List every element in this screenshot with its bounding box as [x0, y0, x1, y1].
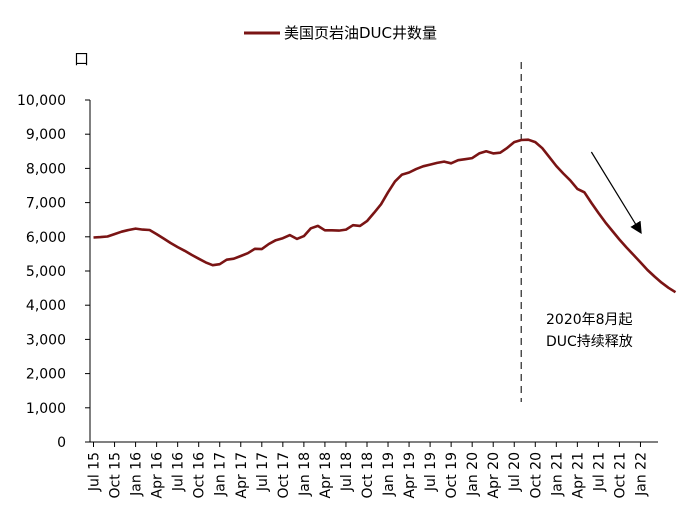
annotation-line-1: 2020年8月起	[546, 312, 633, 328]
x-tick-label: Jan 21	[549, 452, 565, 497]
x-tick-label: Jul 18	[339, 452, 355, 492]
x-tick-label: Jan 22	[633, 452, 649, 497]
trend-arrow	[590, 151, 642, 235]
y-tick-label: 5,000	[26, 264, 66, 280]
y-tick-label: 3,000	[26, 332, 66, 348]
x-tick-label: Apr 16	[150, 452, 166, 499]
annotation-line-2: DUC持续释放	[546, 333, 633, 350]
x-tick-label: Apr 19	[402, 452, 418, 498]
x-tick-label: Jan 16	[129, 452, 145, 497]
x-tick-label: Apr 17	[234, 452, 250, 498]
legend-label: 美国页岩油DUC井数量	[284, 24, 437, 42]
x-tick-label: Oct 19	[444, 452, 460, 498]
x-ticks: Jul 15 Oct 15 Jan 16 Apr 16 Jul 16 Oct 16 Jan …	[87, 442, 649, 499]
x-tick-label: Apr 20	[486, 452, 502, 498]
x-tick-label: Jul 21	[591, 452, 607, 492]
y-tick-label: 6,000	[26, 230, 66, 246]
x-tick-label: Jan 17	[213, 452, 229, 497]
x-tick-label: Jan 20	[465, 452, 481, 497]
series-line-duc-wells	[93, 138, 677, 294]
x-tick-label: Oct 18	[360, 452, 376, 498]
y-tick-label: 1,000	[26, 401, 66, 417]
series-layer	[93, 138, 677, 294]
y-tick-label: 8,000	[26, 161, 66, 177]
y-tick-label: 10,000	[17, 93, 66, 109]
x-tick-label: Jul 17	[255, 452, 271, 492]
y-unit-label: 口	[74, 50, 89, 68]
x-tick-label: Oct 16	[192, 452, 208, 499]
y-tick-label: 9,000	[26, 127, 66, 143]
y-tick-label: 7,000	[26, 196, 66, 212]
x-tick-label: Oct 21	[612, 452, 628, 498]
x-tick-label: Oct 17	[276, 452, 292, 498]
legend: 美国页岩油DUC井数量	[244, 24, 437, 42]
x-tick-label: Oct 15	[108, 452, 124, 498]
x-tick-label: Oct 20	[528, 452, 544, 498]
x-tick-label: Apr 18	[318, 452, 334, 498]
x-tick-label: Jul 15	[87, 452, 103, 492]
x-tick-label: Apr 21	[570, 452, 586, 498]
x-tick-label: Jul 20	[507, 452, 523, 492]
x-tick-label: Jan 18	[297, 452, 313, 497]
y-tick-label: 2,000	[26, 367, 66, 383]
y-ticks: 0 1,000 2,000 3,000 4,000 5,000 6,000 7,000 8,00…	[17, 93, 90, 451]
x-tick-label: Jul 19	[423, 452, 439, 492]
y-tick-label: 4,000	[26, 298, 66, 314]
x-tick-label: Jul 16	[171, 452, 187, 492]
y-tick-label: 0	[57, 435, 66, 451]
x-tick-label: Jan 19	[381, 452, 397, 497]
